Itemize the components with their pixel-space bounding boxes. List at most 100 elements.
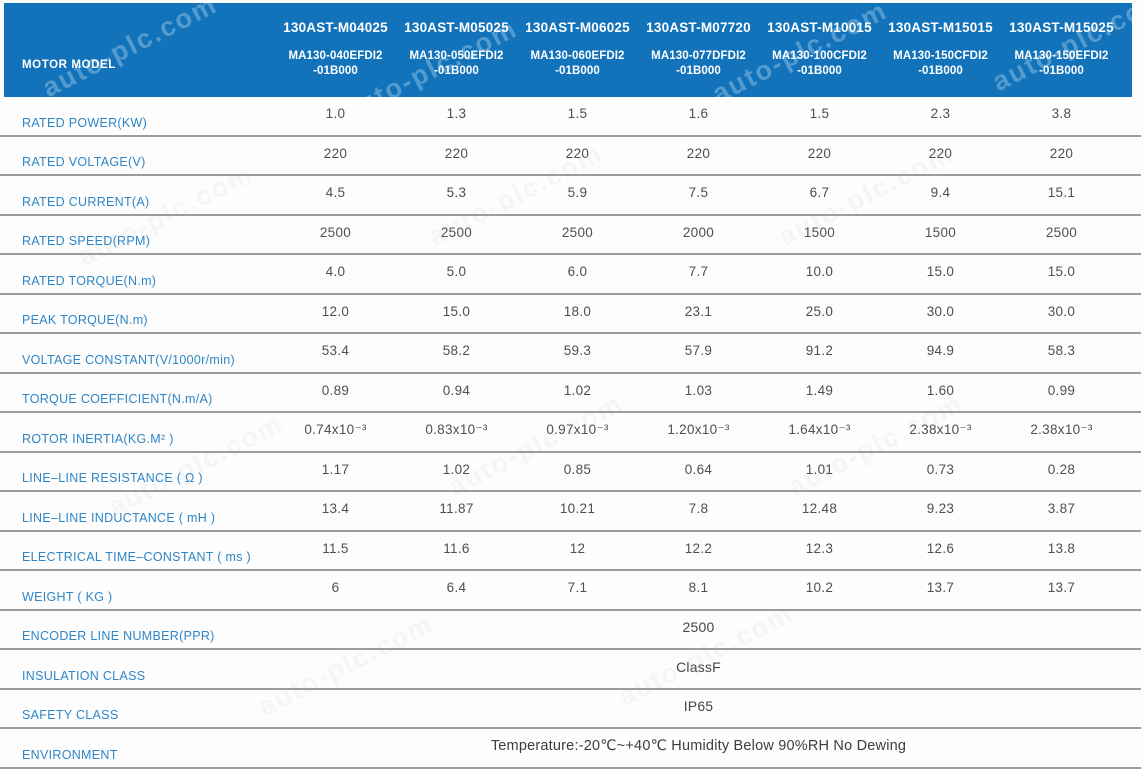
spec-value-cell: 23.1 <box>684 303 713 319</box>
spec-value-cell: 15.0 <box>442 303 471 319</box>
row-values: 53.4 58.2 59.3 57.9 91.2 94.9 58.3 <box>275 334 1122 372</box>
spec-value-cell: 10.21 <box>559 501 596 517</box>
table-row: RATED TORQUE(N.m) 4.0 5.0 6.0 7.7 10.0 15.0 15.… <box>0 255 1141 295</box>
table-row: ENCODER LINE NUMBER(PPR) 2500 <box>0 611 1141 650</box>
spec-value-cell: 13.7 <box>926 580 955 596</box>
row-values: 4.5 5.3 5.9 7.5 6.7 9.4 15.1 <box>275 176 1122 214</box>
column-header: 130AST-M07720 MA130-077DFDI2 -01B000 <box>638 3 759 97</box>
header-columns: 130AST-M04025 MA130-040EFDI2 -01B000 130AST… <box>275 3 1122 97</box>
model-code-line2: -01B000 <box>434 65 479 77</box>
model-code-line1: MA130-050EFDI2 <box>409 50 504 62</box>
spec-value-cell: 1.02 <box>442 461 471 477</box>
spec-value-cell: 53.4 <box>321 343 350 359</box>
spec-value-cell: 7.1 <box>567 580 588 596</box>
model-name: 130AST-M04025 <box>283 20 388 35</box>
table-header: auto-plc.com auto-plc.com auto-plc.com auto… <box>4 3 1132 97</box>
spec-value-cell: 12.6 <box>926 540 955 556</box>
spec-value-cell: 2.3 <box>930 106 951 122</box>
row-values: IP65 <box>275 690 1122 728</box>
row-values: 220 220 220 220 220 220 220 <box>275 137 1122 175</box>
spec-value-cell: 6.4 <box>446 580 467 596</box>
spec-value-cell: 1.5 <box>809 106 830 122</box>
row-values: 2500 <box>275 611 1122 649</box>
spec-span-cell: 2500 <box>682 619 715 636</box>
spec-value-cell: 5.9 <box>567 185 588 201</box>
spec-value-cell: 30.0 <box>926 303 955 319</box>
spec-value-cell: 13.4 <box>321 501 350 517</box>
spec-value-cell: 0.99 <box>1047 382 1076 398</box>
table-row: VOLTAGE CONSTANT(V/1000r/min) 53.4 58.2 59.… <box>0 334 1141 374</box>
spec-value-cell: 0.94 <box>442 382 471 398</box>
spec-value-cell: 7.7 <box>688 264 709 280</box>
row-values: 2500 2500 2500 2000 1500 1500 2500 <box>275 216 1122 254</box>
spec-value-cell: 1.02 <box>563 382 592 398</box>
column-header: 130AST-M04025 MA130-040EFDI2 -01B000 <box>275 3 396 97</box>
row-label: SAFETY CLASS <box>22 708 119 722</box>
spec-value-cell: 0.28 <box>1047 461 1076 477</box>
spec-value-cell: 11.5 <box>322 540 349 556</box>
spec-value-cell: 6 <box>331 580 340 596</box>
model-code: MA130-060EFDI2 -01B000 <box>517 49 638 79</box>
model-code-line1: MA130-150CFDI2 <box>893 50 988 62</box>
spec-value-cell: 2500 <box>561 224 594 240</box>
column-header: 130AST-M10015 MA130-100CFDI2 -01B000 <box>759 3 880 97</box>
spec-value-cell: 220 <box>565 145 590 161</box>
spec-span-cell: Temperature:-20℃~+40℃ Humidity Below 90%… <box>490 737 907 754</box>
spec-value-cell: 15.0 <box>926 264 955 280</box>
spec-value-cell: 7.5 <box>688 185 709 201</box>
spec-value-cell: 9.23 <box>926 501 955 517</box>
spec-value-cell: 4.0 <box>325 264 346 280</box>
spec-value-cell: 12 <box>569 540 586 556</box>
model-code-line1: MA130-077DFDI2 <box>651 50 746 62</box>
spec-value-cell: 12.3 <box>805 540 834 556</box>
table-row: PEAK TORQUE(N.m) 12.0 15.0 18.0 23.1 25.0 30.0… <box>0 295 1141 334</box>
spec-value-cell: 94.9 <box>926 343 955 359</box>
row-label: ROTOR INERTIA(KG.M² ) <box>22 431 174 446</box>
column-header: 130AST-M05025 MA130-050EFDI2 -01B000 <box>396 3 517 97</box>
model-name: 130AST-M15025 <box>1009 20 1114 35</box>
spec-value-cell: 18.0 <box>563 303 592 319</box>
row-values: Temperature:-20℃~+40℃ Humidity Below 90%… <box>275 729 1122 767</box>
spec-value-cell: 2500 <box>1045 224 1078 240</box>
table-row: ROTOR INERTIA(KG.M² ) 0.74x10⁻³ 0.83x10⁻³ 0… <box>0 413 1141 453</box>
table-row: WEIGHT ( KG ) 6 6.4 7.1 8.1 10.2 13.7 13.7 <box>0 571 1141 611</box>
table-row: INSULATION CLASS ClassF <box>0 650 1141 690</box>
spec-value-cell: 220 <box>444 145 469 161</box>
spec-value-cell: 0.73 <box>926 461 955 477</box>
table-row: RATED CURRENT(A) 4.5 5.3 5.9 7.5 6.7 9.4 15.1 <box>0 176 1141 216</box>
row-label: ENCODER LINE NUMBER(PPR) <box>22 629 215 643</box>
row-label: LINE–LINE RESISTANCE ( Ω ) <box>22 471 203 485</box>
row-label: LINE–LINE INDUCTANCE ( mH ) <box>22 510 216 525</box>
model-code: MA130-050EFDI2 -01B000 <box>396 49 517 79</box>
model-code-line1: MA130-150EFDI2 <box>1014 50 1109 62</box>
row-values: ClassF <box>275 650 1122 688</box>
table-row: SAFETY CLASS IP65 <box>0 690 1141 729</box>
spec-value-cell: 12.2 <box>684 540 713 556</box>
model-code-line1: MA130-060EFDI2 <box>530 50 625 62</box>
spec-value-cell: 11.87 <box>439 501 474 517</box>
spec-value-cell: 9.4 <box>930 185 951 201</box>
spec-value-cell: 12.0 <box>321 303 350 319</box>
row-values: 0.89 0.94 1.02 1.03 1.49 1.60 0.99 <box>275 374 1122 412</box>
row-values: 4.0 5.0 6.0 7.7 10.0 15.0 15.0 <box>275 255 1122 293</box>
spec-value-cell: 3.87 <box>1047 501 1076 517</box>
spec-value-cell: 59.3 <box>563 343 592 359</box>
spec-value-cell: 13.7 <box>1047 580 1076 596</box>
spec-value-cell: 58.2 <box>442 343 471 359</box>
model-name: 130AST-M06025 <box>525 20 630 35</box>
spec-value-cell: 57.9 <box>684 343 713 359</box>
spec-value-cell: 1.64x10⁻³ <box>788 421 851 437</box>
row-label: INSULATION CLASS <box>22 668 146 683</box>
spec-value-cell: 1.0 <box>325 106 346 122</box>
column-header: 130AST-M15025 MA130-150EFDI2 -01B000 <box>1001 3 1122 97</box>
row-label: RATED CURRENT(A) <box>22 194 150 209</box>
table-body: RATED POWER(KW) 1.0 1.3 1.5 1.6 1.5 2.3 3.8 RATE… <box>0 97 1141 769</box>
spec-value-cell: 15.1 <box>1047 185 1076 201</box>
model-code: MA130-077DFDI2 -01B000 <box>638 49 759 79</box>
spec-value-cell: 11.6 <box>443 540 470 556</box>
model-code: MA130-150EFDI2 -01B000 <box>1001 49 1122 79</box>
spec-value-cell: 1500 <box>924 224 957 240</box>
model-name: 130AST-M10015 <box>767 20 872 35</box>
row-label: RATED POWER(KW) <box>22 115 148 130</box>
